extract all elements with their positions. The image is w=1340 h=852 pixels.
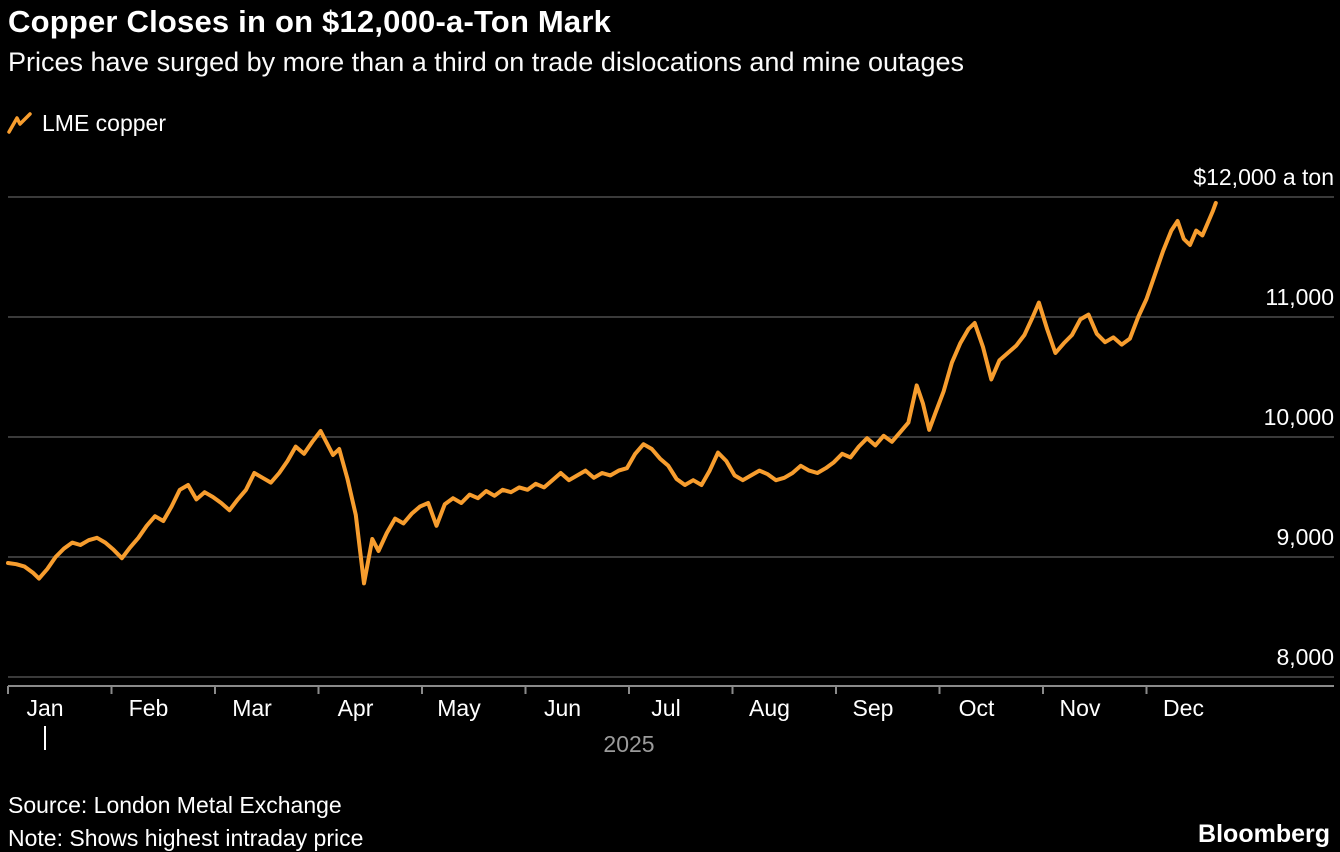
y-axis-label: 8,000: [1276, 644, 1334, 670]
y-axis-label: $12,000 a ton: [1193, 164, 1334, 190]
chart-canvas: 8,000 9,000 10,000 11,000 $12,000 a ton Jan Fe…: [6, 164, 1334, 757]
year-label: 2025: [603, 731, 654, 757]
x-axis-label: Jan: [26, 695, 63, 721]
price-chart: 8,000 9,000 10,000 11,000 $12,000 a ton Jan Fe…: [0, 150, 1340, 765]
x-axis-label: Mar: [232, 695, 272, 721]
x-axis-label: May: [437, 695, 481, 721]
legend-line-icon: [7, 112, 32, 134]
legend: LME copper: [6, 110, 166, 137]
note-text: Note: Shows highest intraday price: [8, 825, 364, 851]
legend-label: LME copper: [42, 110, 167, 136]
x-axis-label: Aug: [749, 695, 790, 721]
chart-subtitle: Prices have surged by more than a third …: [8, 47, 965, 77]
x-axis-label: Sep: [853, 695, 894, 721]
chart-title: Copper Closes in on $12,000-a-Ton Mark: [8, 4, 612, 39]
x-axis-label: Dec: [1163, 695, 1204, 721]
source-note-block: Source: London Metal Exchange Note: Show…: [8, 789, 363, 852]
x-axis-label: Jul: [651, 695, 680, 721]
x-axis-label: Nov: [1060, 695, 1101, 721]
x-axis-label: Apr: [338, 695, 374, 721]
x-axis-label: Feb: [129, 695, 169, 721]
y-axis-label: 10,000: [1264, 404, 1334, 430]
y-axis-label: 11,000: [1265, 284, 1334, 310]
price-line: [6, 201, 1218, 586]
bloomberg-logo: Bloomberg: [1198, 820, 1330, 848]
y-axis-label: 9,000: [1276, 524, 1334, 550]
source-text: Source: London Metal Exchange: [8, 792, 342, 818]
x-axis-label: Oct: [959, 695, 995, 721]
x-axis-label: Jun: [544, 695, 581, 721]
